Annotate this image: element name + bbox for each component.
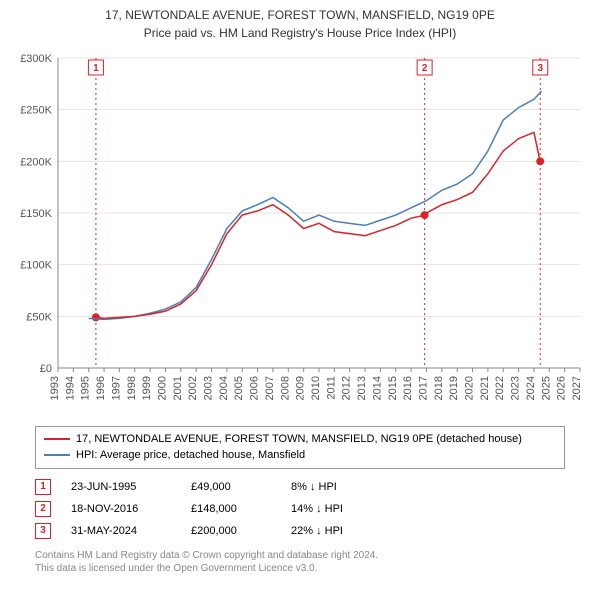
svg-text:2004: 2004 bbox=[218, 376, 230, 400]
svg-text:2014: 2014 bbox=[371, 376, 383, 400]
svg-text:1996: 1996 bbox=[95, 376, 107, 400]
sales-row: 2 18-NOV-2016 £148,000 14% ↓ HPI bbox=[35, 501, 565, 517]
svg-text:2005: 2005 bbox=[233, 376, 245, 400]
svg-text:2025: 2025 bbox=[540, 376, 552, 400]
sale-date: 23-JUN-1995 bbox=[71, 481, 171, 493]
sales-table: 1 23-JUN-1995 £49,000 8% ↓ HPI 2 18-NOV-2016 £… bbox=[35, 479, 565, 539]
legend-label: 17, NEWTONDALE AVENUE, FOREST TOWN, MANS… bbox=[76, 431, 522, 448]
svg-text:2: 2 bbox=[422, 63, 428, 74]
svg-text:2010: 2010 bbox=[310, 376, 322, 400]
svg-text:2006: 2006 bbox=[249, 376, 261, 400]
svg-text:£200K: £200K bbox=[20, 156, 52, 168]
legend: 17, NEWTONDALE AVENUE, FOREST TOWN, MANS… bbox=[35, 426, 565, 469]
svg-text:£300K: £300K bbox=[20, 53, 52, 65]
svg-text:1: 1 bbox=[93, 63, 99, 74]
line-chart-svg: £0 £50K £100K £150K £200K £250K £300K 19931994 1… bbox=[10, 48, 590, 418]
svg-text:2003: 2003 bbox=[203, 376, 215, 400]
svg-text:2012: 2012 bbox=[341, 376, 353, 400]
svg-text:1997: 1997 bbox=[110, 376, 122, 400]
sale-marker-box: 3 bbox=[35, 523, 51, 539]
svg-text:2001: 2001 bbox=[172, 376, 184, 400]
svg-text:2000: 2000 bbox=[156, 376, 168, 400]
svg-text:£150K: £150K bbox=[20, 208, 52, 220]
footer-line-1: Contains HM Land Registry data © Crown c… bbox=[35, 549, 565, 562]
svg-text:2009: 2009 bbox=[295, 376, 307, 400]
svg-text:1999: 1999 bbox=[141, 376, 153, 400]
svg-text:2019: 2019 bbox=[448, 376, 460, 400]
sale-diff: 14% ↓ HPI bbox=[291, 503, 391, 515]
chart-title: 17, NEWTONDALE AVENUE, FOREST TOWN, MANS… bbox=[10, 8, 590, 24]
svg-text:2011: 2011 bbox=[325, 376, 337, 400]
svg-text:2007: 2007 bbox=[264, 376, 276, 400]
svg-text:2020: 2020 bbox=[464, 376, 476, 400]
legend-item: HPI: Average price, detached house, Mans… bbox=[44, 447, 556, 464]
svg-text:1998: 1998 bbox=[126, 376, 138, 400]
svg-text:£100K: £100K bbox=[20, 259, 52, 271]
svg-text:2026: 2026 bbox=[556, 376, 568, 400]
chart-area: £0 £50K £100K £150K £200K £250K £300K 19931994 1… bbox=[10, 48, 590, 418]
sales-row: 1 23-JUN-1995 £49,000 8% ↓ HPI bbox=[35, 479, 565, 495]
svg-text:2016: 2016 bbox=[402, 376, 414, 400]
legend-label: HPI: Average price, detached house, Mans… bbox=[76, 447, 305, 464]
svg-text:2023: 2023 bbox=[510, 376, 522, 400]
legend-item: 17, NEWTONDALE AVENUE, FOREST TOWN, MANS… bbox=[44, 431, 556, 448]
sale-price: £200,000 bbox=[191, 525, 271, 537]
svg-text:2013: 2013 bbox=[356, 376, 368, 400]
chart-container: 17, NEWTONDALE AVENUE, FOREST TOWN, MANS… bbox=[0, 0, 600, 590]
sale-diff: 22% ↓ HPI bbox=[291, 525, 391, 537]
svg-text:£250K: £250K bbox=[20, 104, 52, 116]
svg-text:2017: 2017 bbox=[417, 376, 429, 400]
svg-text:2015: 2015 bbox=[387, 376, 399, 400]
sales-row: 3 31-MAY-2024 £200,000 22% ↓ HPI bbox=[35, 523, 565, 539]
svg-text:3: 3 bbox=[537, 63, 543, 74]
svg-text:1993: 1993 bbox=[49, 376, 61, 400]
svg-text:2018: 2018 bbox=[433, 376, 445, 400]
sale-date: 31-MAY-2024 bbox=[71, 525, 171, 537]
footer-line-2: This data is licensed under the Open Gov… bbox=[35, 562, 565, 575]
svg-text:£50K: £50K bbox=[26, 311, 52, 323]
svg-text:1995: 1995 bbox=[80, 376, 92, 400]
svg-text:1994: 1994 bbox=[64, 376, 76, 400]
sale-marker-box: 1 bbox=[35, 479, 51, 495]
svg-text:2008: 2008 bbox=[279, 376, 291, 400]
legend-swatch bbox=[44, 454, 70, 456]
svg-text:2002: 2002 bbox=[187, 376, 199, 400]
svg-text:2022: 2022 bbox=[494, 376, 506, 400]
footer-attribution: Contains HM Land Registry data © Crown c… bbox=[35, 549, 565, 575]
sale-price: £49,000 bbox=[191, 481, 271, 493]
svg-text:£0: £0 bbox=[40, 363, 52, 375]
sale-price: £148,000 bbox=[191, 503, 271, 515]
sale-diff: 8% ↓ HPI bbox=[291, 481, 391, 493]
svg-text:2027: 2027 bbox=[571, 376, 583, 400]
legend-swatch bbox=[44, 438, 70, 440]
chart-subtitle: Price paid vs. HM Land Registry's House … bbox=[10, 26, 590, 40]
svg-text:2024: 2024 bbox=[525, 376, 537, 400]
svg-text:2021: 2021 bbox=[479, 376, 491, 400]
sale-marker-box: 2 bbox=[35, 501, 51, 517]
sale-date: 18-NOV-2016 bbox=[71, 503, 171, 515]
